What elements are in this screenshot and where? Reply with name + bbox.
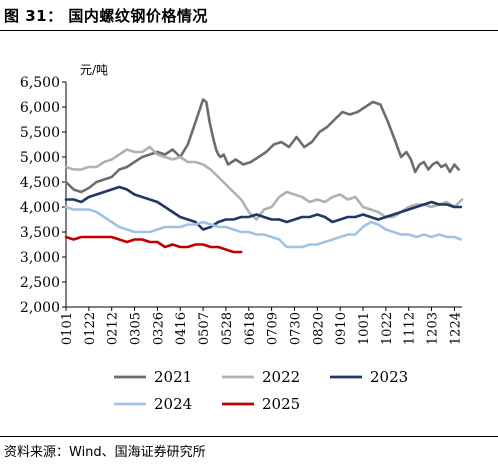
title-divider (0, 30, 498, 31)
y-tick-label: 2,500 (20, 275, 60, 291)
axes: 元/吨 2,000 2,500 3,000 3,500 4,000 4,500 5,000 5,… (20, 63, 463, 345)
legend-label-2023: 2023 (370, 368, 408, 386)
series-lines (64, 98, 464, 254)
x-tick-label: 0416 (174, 312, 189, 345)
y-tick-label: 3,500 (20, 225, 60, 241)
y-tick-label: 6,000 (20, 100, 60, 116)
series-line-2022 (64, 145, 464, 221)
price-line-chart: 元/吨 2,000 2,500 3,000 3,500 4,000 4,500 5,000 5,… (20, 63, 464, 413)
x-tick-label: 1001 (357, 312, 372, 345)
x-tick-label: 0212 (106, 312, 121, 345)
x-tick-label: 0820 (311, 312, 326, 345)
y-tick-label: 4,500 (20, 175, 60, 191)
series-line-2024 (64, 205, 463, 249)
x-tick-label: 0528 (220, 312, 235, 345)
source-divider (0, 436, 498, 437)
y-tick-label: 5,000 (20, 150, 60, 166)
y-tick-label: 3,000 (20, 250, 60, 266)
y-tick-label: 4,000 (20, 200, 60, 216)
legend-label-2025: 2025 (262, 395, 300, 413)
x-tick-label: 0305 (129, 312, 144, 345)
x-tick-label: 0326 (151, 312, 166, 345)
series-line-2025 (64, 235, 243, 254)
x-tick-label: 0101 (60, 312, 75, 345)
x-tick-label: 0507 (197, 312, 212, 345)
source-note: 资料来源：Wind、国海证券研究所 (4, 445, 206, 460)
legend: 2021 2022 2023 2024 2025 (114, 368, 408, 413)
y-tick-label: 6,500 (20, 75, 60, 91)
y-unit-label: 元/吨 (80, 63, 108, 77)
legend-label-2024: 2024 (154, 395, 192, 413)
x-tick-label: 0709 (266, 312, 281, 345)
x-tick-label: 1203 (426, 312, 441, 345)
x-tick-label: 0910 (334, 312, 349, 345)
x-tick-label: 0730 (288, 312, 303, 345)
x-tick-label: 0122 (83, 312, 98, 345)
series-line-2021 (64, 98, 461, 194)
y-tick-label: 5,500 (20, 125, 60, 141)
x-tick-label: 1112 (403, 312, 418, 345)
figure-title: 图 31： 国内螺纹钢价格情况 (4, 7, 208, 25)
legend-label-2022: 2022 (262, 368, 300, 386)
legend-label-2021: 2021 (154, 368, 192, 386)
x-tick-label: 1224 (448, 312, 463, 345)
x-tick-label: 0618 (243, 312, 258, 345)
x-tick-label: 1022 (380, 312, 395, 345)
series-line-2023 (64, 185, 463, 231)
y-tick-label: 2,000 (20, 300, 60, 316)
